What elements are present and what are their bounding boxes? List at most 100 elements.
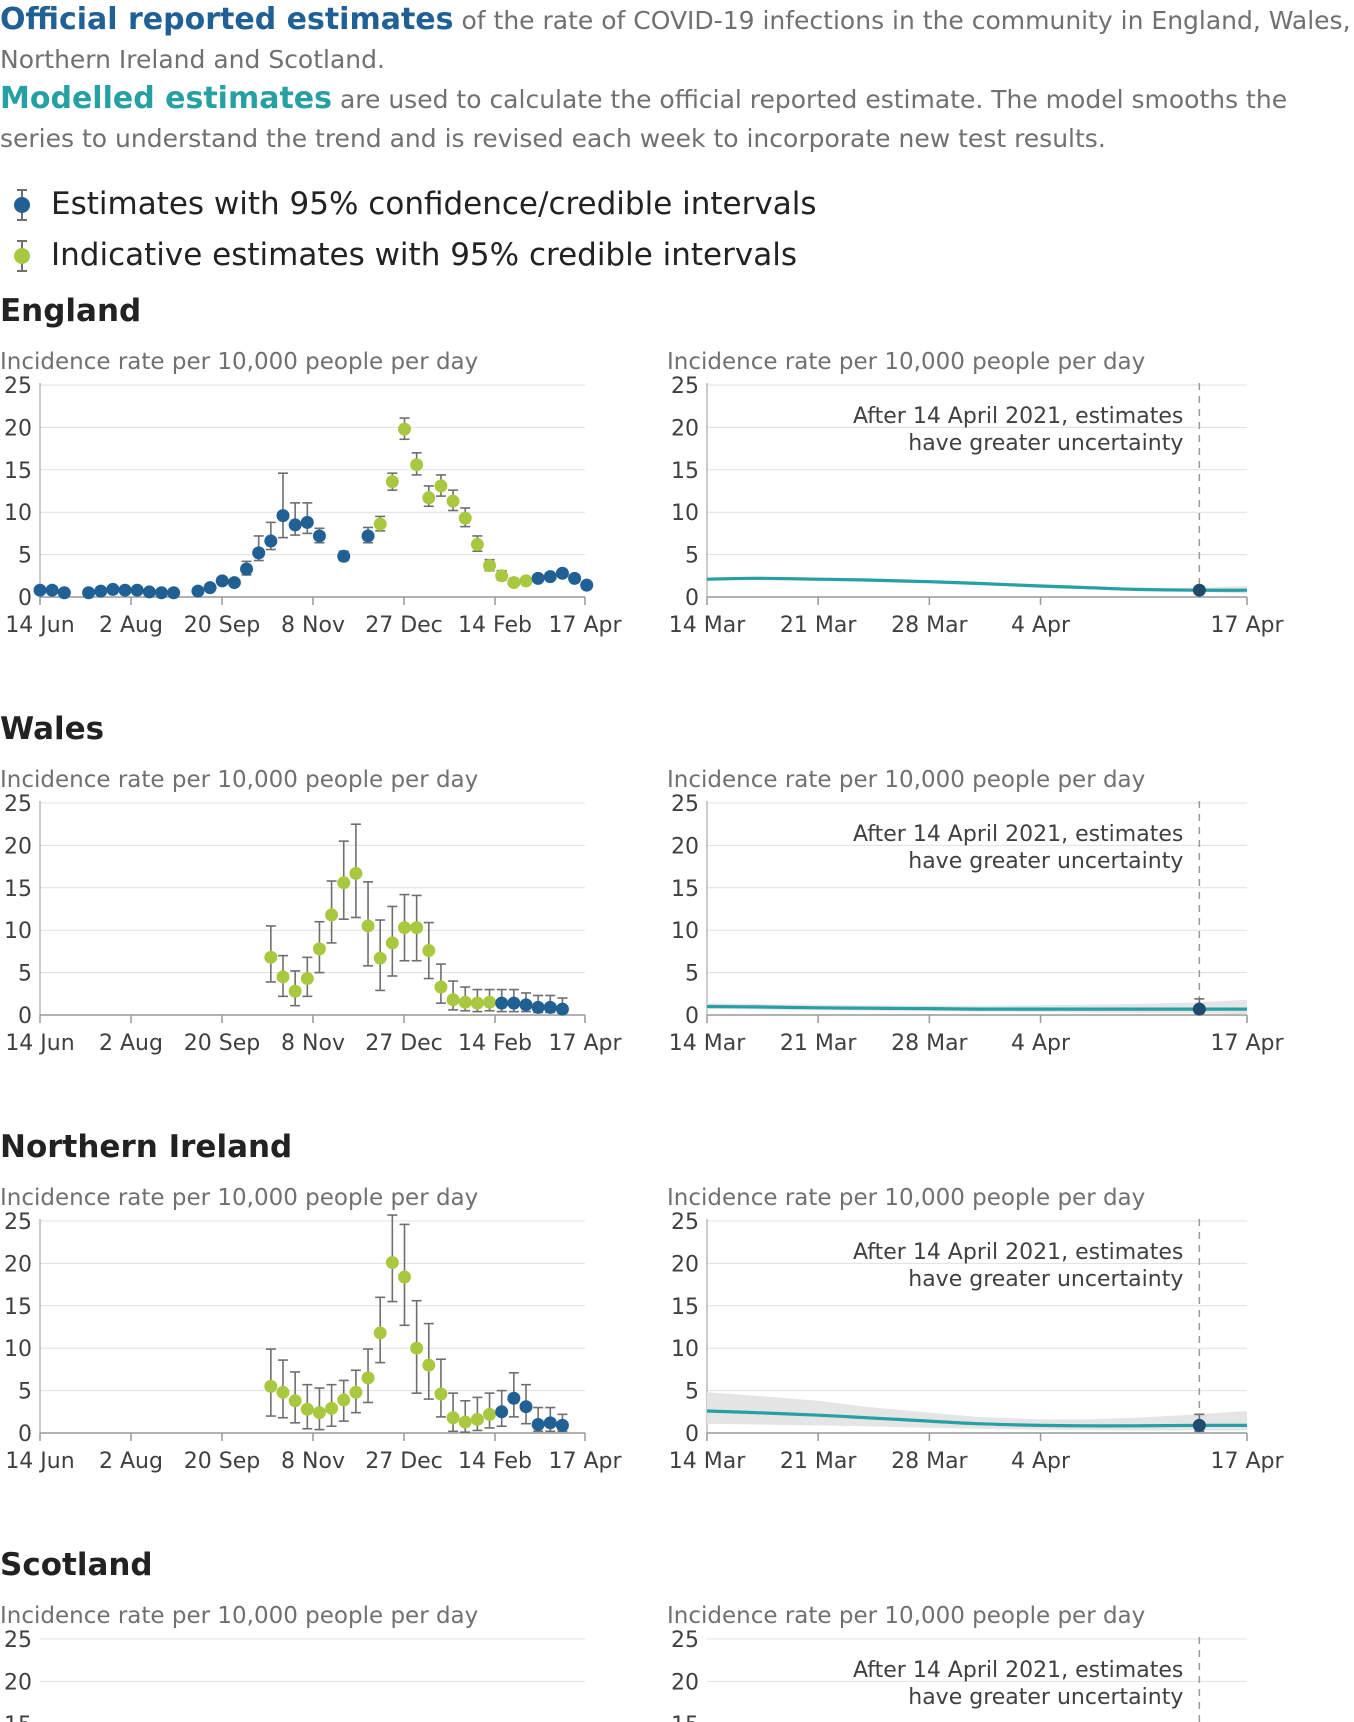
indicative-estimate-point — [300, 1402, 314, 1416]
indicative-estimate-point — [288, 1394, 302, 1408]
official-estimate-point — [531, 1418, 545, 1432]
y-tick-label: 15 — [4, 1295, 32, 1320]
official-estimate-point — [252, 546, 266, 560]
indicative-estimate-point — [385, 1256, 399, 1270]
indicative-estimate-point — [385, 475, 399, 489]
indicative-estimate-point — [312, 1406, 326, 1420]
y-tick-label: 20 — [4, 834, 32, 859]
indicative-estimate-point — [325, 908, 339, 922]
official-estimate-point — [142, 585, 156, 599]
chart-northern-ireland-modelled: Incidence rate per 10,000 people per day… — [667, 1185, 1284, 1474]
official-estimate-point — [1192, 1002, 1206, 1016]
y-tick-label: 25 — [4, 374, 32, 399]
chart-wales-official: Incidence rate per 10,000 people per day… — [0, 767, 622, 1056]
annotation-text-line1: After 14 April 2021, estimates — [853, 1658, 1183, 1683]
y-tick-label: 5 — [685, 1380, 699, 1405]
official-estimate-point — [568, 571, 582, 585]
y-tick-label: 15 — [4, 1713, 32, 1722]
x-tick-label: 14 Mar — [669, 1449, 746, 1474]
official-estimate-point — [555, 1418, 569, 1432]
y-axis-title: Incidence rate per 10,000 people per day — [0, 349, 478, 375]
y-tick-label: 5 — [18, 1380, 32, 1405]
official-estimates-heading: Official reported estimates — [0, 2, 454, 37]
official-marker-icon — [14, 189, 30, 221]
annotation-text-line2: have greater uncertainty — [908, 849, 1183, 874]
x-tick-label: 4 Apr — [1011, 1449, 1071, 1474]
y-tick-label: 25 — [671, 1210, 699, 1235]
official-estimate-point — [191, 584, 205, 598]
indicative-estimate-point — [458, 511, 472, 525]
indicative-estimate-point — [325, 1401, 339, 1415]
y-tick-label: 10 — [671, 1337, 699, 1362]
indicative-estimate-point — [410, 921, 424, 935]
official-estimate-point — [118, 583, 132, 597]
official-estimate-point — [215, 574, 229, 588]
official-estimate-point — [130, 583, 144, 597]
indicative-estimate-point — [422, 1358, 436, 1372]
x-tick-label: 20 Sep — [184, 613, 260, 638]
indicative-estimate-point — [519, 574, 533, 588]
x-tick-label: 2 Aug — [99, 613, 163, 638]
x-tick-label: 14 Mar — [669, 613, 746, 638]
official-estimate-point — [507, 1391, 521, 1405]
indicative-estimate-point — [288, 984, 302, 998]
x-tick-label: 28 Mar — [891, 613, 968, 638]
y-tick-label: 20 — [671, 1252, 699, 1277]
x-tick-label: 17 Apr — [1210, 613, 1284, 638]
y-tick-label: 20 — [4, 1252, 32, 1277]
y-tick-label: 25 — [4, 1210, 32, 1235]
indicative-estimate-point — [349, 866, 363, 880]
y-tick-label: 10 — [4, 501, 32, 526]
official-estimate-point — [288, 518, 302, 532]
official-estimate-point — [580, 578, 594, 592]
indicative-estimate-point — [483, 995, 497, 1009]
indicative-estimate-point — [361, 919, 375, 933]
x-tick-label: 27 Dec — [365, 1031, 443, 1056]
x-tick-label: 28 Mar — [891, 1449, 968, 1474]
indicative-estimate-point — [349, 1385, 363, 1399]
annotation-text-line2: have greater uncertainty — [908, 1685, 1183, 1710]
legend-item-official: Estimates with 95% confidence/credible i… — [0, 180, 900, 231]
y-tick-label: 15 — [671, 877, 699, 902]
x-tick-label: 21 Mar — [780, 613, 857, 638]
official-estimate-point — [240, 562, 254, 576]
x-tick-label: 17 Apr — [548, 613, 622, 638]
y-tick-label: 20 — [671, 834, 699, 859]
legend-label-indicative: Indicative estimates with 95% credible i… — [51, 237, 797, 273]
chart-wales-modelled: Incidence rate per 10,000 people per day… — [667, 767, 1284, 1056]
indicative-estimate-point — [470, 537, 484, 551]
indicative-estimate-point — [397, 422, 411, 436]
chart-scotland-modelled: Incidence rate per 10,000 people per day… — [667, 1603, 1247, 1722]
modelled-estimates-heading: Modelled estimates — [0, 81, 332, 116]
official-estimate-point — [519, 1400, 533, 1414]
indicative-estimate-point — [361, 1371, 375, 1385]
official-estimate-point — [337, 549, 351, 563]
y-tick-label: 0 — [18, 586, 32, 611]
y-tick-label: 25 — [671, 792, 699, 817]
official-estimates-text: of the rate of COVID-19 infections in th… — [0, 6, 1351, 74]
indicative-estimate-point — [276, 1385, 290, 1399]
indicative-estimate-point — [458, 1415, 472, 1429]
official-estimate-point — [33, 583, 47, 597]
x-tick-label: 4 Apr — [1011, 613, 1071, 638]
y-tick-label: 10 — [4, 1337, 32, 1362]
x-tick-label: 17 Apr — [548, 1449, 622, 1474]
y-tick-label: 25 — [671, 374, 699, 399]
official-estimate-point — [203, 581, 217, 595]
official-estimate-point — [82, 586, 96, 600]
official-estimate-point — [154, 586, 168, 600]
indicative-estimate-point — [446, 494, 460, 508]
y-axis-title: Incidence rate per 10,000 people per day — [0, 1603, 478, 1629]
y-tick-label: 0 — [18, 1004, 32, 1029]
y-tick-label: 10 — [671, 501, 699, 526]
y-tick-label: 5 — [18, 544, 32, 569]
y-tick-label: 15 — [671, 1713, 699, 1722]
indicative-estimate-point — [434, 479, 448, 493]
indicative-estimate-point — [483, 1407, 497, 1421]
indicative-estimate-point — [337, 1393, 351, 1407]
official-estimate-point — [531, 1000, 545, 1014]
official-estimate-point — [167, 586, 181, 600]
y-tick-label: 25 — [671, 1628, 699, 1653]
x-tick-label: 8 Nov — [281, 1031, 345, 1056]
y-tick-label: 15 — [4, 459, 32, 484]
